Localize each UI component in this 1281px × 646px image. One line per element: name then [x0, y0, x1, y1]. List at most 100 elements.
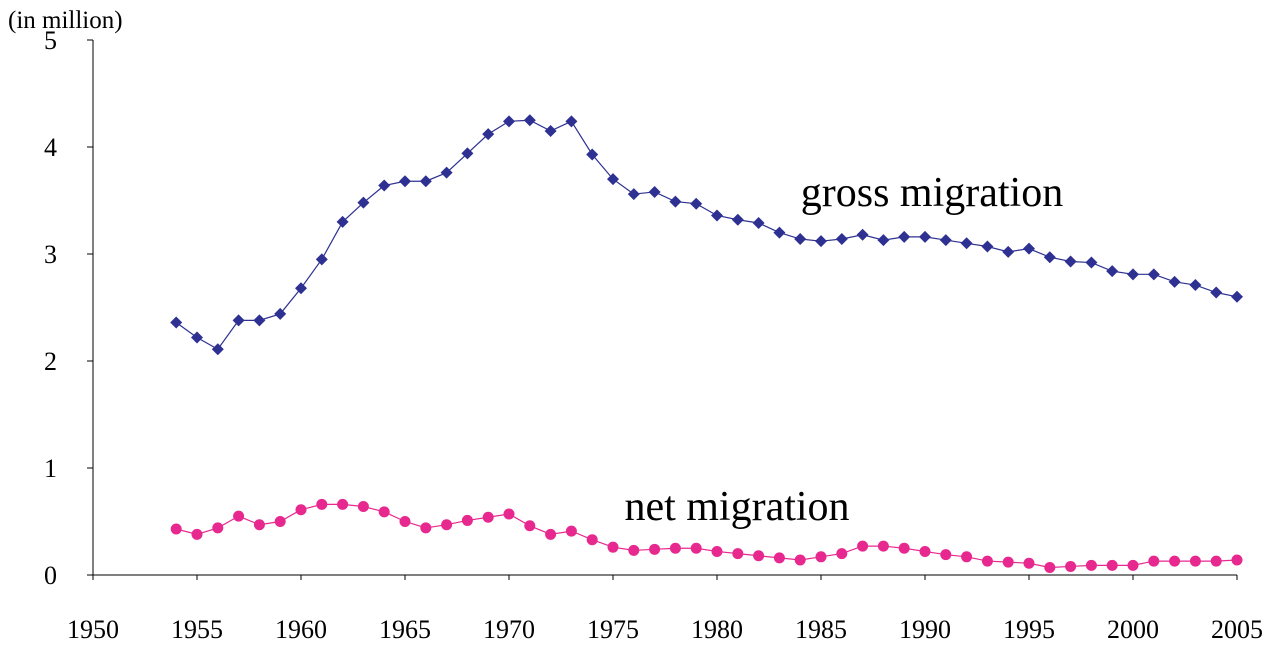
point	[836, 548, 848, 560]
point	[919, 545, 931, 557]
point	[1169, 555, 1181, 567]
x-tick-label: 1960	[275, 615, 327, 644]
point	[628, 544, 640, 556]
point	[357, 196, 370, 209]
point	[1210, 555, 1222, 567]
point	[565, 115, 578, 128]
point	[1127, 268, 1139, 281]
point	[1023, 557, 1035, 569]
point	[544, 124, 557, 137]
point	[378, 179, 391, 192]
point	[1064, 255, 1077, 268]
point	[315, 253, 328, 266]
point	[357, 501, 369, 513]
point	[1106, 559, 1118, 571]
point	[690, 542, 702, 554]
point	[295, 282, 307, 295]
point	[440, 166, 453, 179]
point	[1127, 559, 1139, 571]
point	[399, 175, 411, 188]
point	[1210, 286, 1223, 299]
point	[420, 522, 432, 534]
point	[191, 331, 203, 344]
point	[482, 128, 495, 141]
series-label: net migration	[624, 484, 849, 530]
point	[981, 240, 994, 253]
series-label: gross migration	[801, 170, 1063, 216]
point	[1147, 268, 1160, 281]
point	[233, 510, 245, 522]
y-tick-label: 0	[44, 561, 57, 590]
series-line	[176, 503, 1238, 569]
point	[565, 525, 577, 537]
point	[461, 147, 474, 160]
point	[815, 551, 827, 563]
y-tick-label: 5	[44, 26, 57, 55]
point	[524, 520, 536, 532]
point	[441, 519, 453, 531]
point	[898, 230, 911, 243]
point	[274, 307, 287, 320]
point	[1148, 555, 1160, 567]
point	[419, 175, 432, 188]
point	[1085, 559, 1097, 571]
x-tick-label: 2005	[1211, 615, 1263, 644]
point	[378, 506, 390, 518]
point	[648, 185, 661, 198]
point	[211, 343, 224, 356]
y-tick-label: 1	[44, 454, 57, 483]
point	[961, 551, 973, 563]
point	[939, 234, 952, 247]
x-tick-label: 1995	[1003, 615, 1055, 644]
point	[170, 316, 183, 329]
point	[794, 554, 806, 566]
point	[773, 552, 785, 564]
point	[732, 548, 744, 560]
point	[607, 541, 619, 553]
point	[877, 540, 889, 552]
point	[919, 230, 931, 243]
point	[503, 508, 515, 520]
point	[835, 233, 848, 246]
point	[461, 514, 473, 526]
point	[731, 213, 744, 226]
point	[690, 197, 703, 210]
point	[1189, 555, 1201, 567]
point	[773, 226, 786, 239]
x-tick-label: 1950	[67, 615, 119, 644]
point	[170, 523, 182, 535]
point	[523, 114, 536, 127]
point	[794, 233, 807, 246]
point	[1168, 275, 1181, 288]
point	[960, 237, 973, 250]
point	[1002, 556, 1014, 568]
point	[1106, 265, 1119, 278]
x-tick-label: 1980	[691, 615, 743, 644]
point	[316, 498, 328, 510]
point	[1231, 290, 1243, 303]
x-tick-label: 1975	[587, 615, 639, 644]
x-tick-label: 1955	[171, 615, 223, 644]
point	[212, 522, 224, 534]
point	[940, 549, 952, 561]
point	[856, 228, 869, 241]
point	[503, 115, 515, 128]
point	[627, 188, 640, 201]
point	[1023, 242, 1035, 255]
point	[1065, 560, 1077, 572]
point	[1043, 251, 1056, 264]
x-tick-label: 2000	[1107, 615, 1159, 644]
point	[253, 314, 266, 327]
point	[753, 550, 765, 562]
point	[274, 516, 286, 527]
point	[752, 216, 765, 229]
point	[482, 511, 494, 523]
point	[815, 235, 827, 248]
point	[191, 528, 203, 540]
point	[711, 545, 723, 557]
point	[586, 534, 598, 546]
series-line	[175, 119, 1238, 351]
point	[1044, 562, 1056, 574]
point	[399, 516, 411, 527]
